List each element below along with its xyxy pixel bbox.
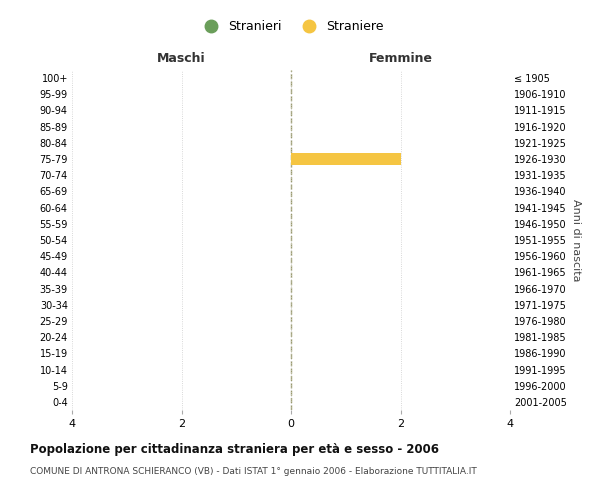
- Text: COMUNE DI ANTRONA SCHIERANCO (VB) - Dati ISTAT 1° gennaio 2006 - Elaborazione TU: COMUNE DI ANTRONA SCHIERANCO (VB) - Dati…: [30, 468, 477, 476]
- Bar: [291, 153, 401, 165]
- Legend: Stranieri, Straniere: Stranieri, Straniere: [193, 15, 389, 38]
- Text: Popolazione per cittadinanza straniera per età e sesso - 2006: Popolazione per cittadinanza straniera p…: [30, 442, 439, 456]
- Text: Maschi: Maschi: [157, 52, 206, 65]
- Y-axis label: Anni di nascita: Anni di nascita: [571, 198, 581, 281]
- Text: Femmine: Femmine: [368, 52, 433, 65]
